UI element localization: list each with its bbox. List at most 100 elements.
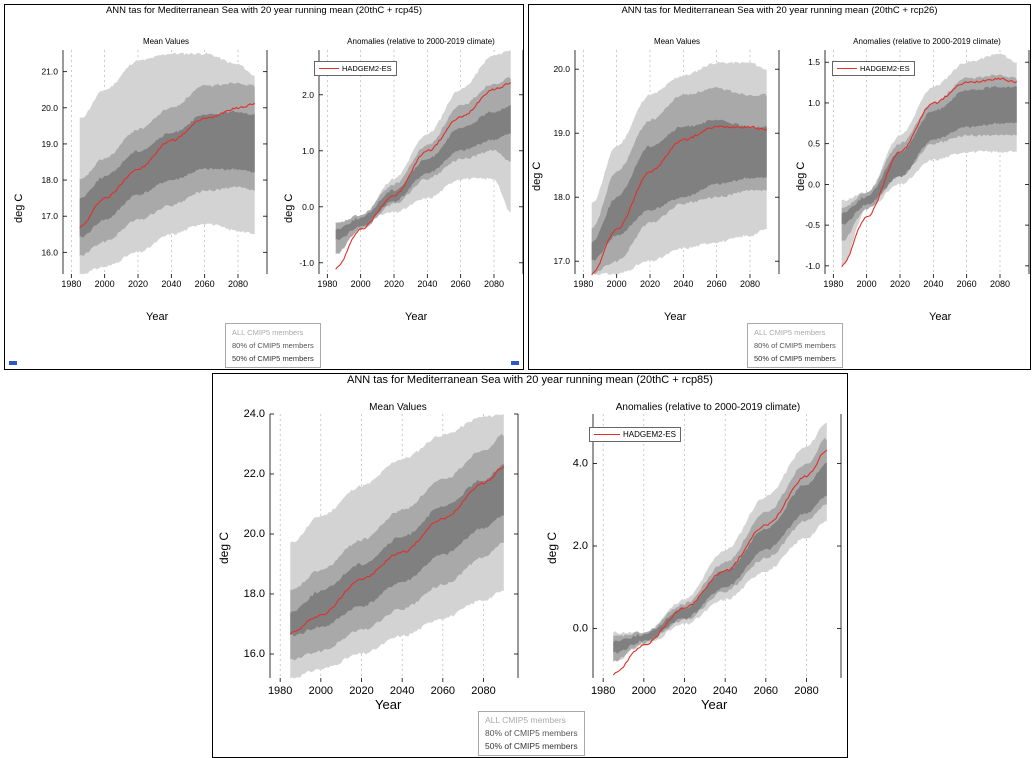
y-tick-label: 0.5 xyxy=(808,139,820,149)
x-tick-label: 1980 xyxy=(591,685,615,697)
chart-rcp85-anom: 0.0 2.0 4.0 1980 2000 2020 2040 2060 2080 xyxy=(573,414,842,697)
chart-rcp45-anom: -1.0 0.0 1.0 2.0 1980 2000 2020 2040 2060 2080 xyxy=(299,50,524,289)
xlabel: Year xyxy=(146,311,169,323)
x-tick-label: 1980 xyxy=(268,685,292,697)
model-name: HADGEM2-ES xyxy=(342,64,392,73)
x-tick-label: 2080 xyxy=(990,279,1010,289)
y-tick-label: 17.0 xyxy=(41,211,58,221)
series-line-hadgem2-es xyxy=(335,82,512,270)
chart-rcp85-mean: 16.0 18.0 20.0 22.0 24.0 1980 2000 2020 2040 2060… xyxy=(244,408,519,697)
legend-50: 50% of CMIP5 members xyxy=(754,354,836,363)
y-tick-label: 0.0 xyxy=(808,179,820,189)
x-tick-label: 2040 xyxy=(923,279,943,289)
band-all xyxy=(335,50,511,225)
model-name: HADGEM2-ES xyxy=(623,430,676,439)
legend-80: 80% of CMIP5 members xyxy=(232,341,314,350)
series-line-hadgem2-es xyxy=(612,449,828,676)
y-tick-label: 18.0 xyxy=(41,175,58,185)
band-all xyxy=(613,422,827,662)
y-tick-label: 19.0 xyxy=(41,139,58,149)
xlabel: Year xyxy=(664,311,687,323)
anom-subtitle: Anomalies (relative to 2000-2019 climate… xyxy=(853,37,1001,46)
ylabel: deg C xyxy=(283,193,295,223)
mean-subtitle: Mean Values xyxy=(369,402,427,413)
x-tick-label: 1980 xyxy=(823,279,843,289)
x-tick-label: 2080 xyxy=(484,279,504,289)
y-tick-label: 1.0 xyxy=(808,98,820,108)
xlabel: Year xyxy=(929,311,952,323)
ylabel: deg C xyxy=(531,161,543,191)
x-tick-label: 2000 xyxy=(351,279,371,289)
mean-subtitle: Mean Values xyxy=(653,37,701,46)
y-tick-label: 4.0 xyxy=(573,458,588,470)
y-tick-label: 16.0 xyxy=(244,648,265,660)
model-swatch xyxy=(319,68,339,69)
y-tick-label: 20.0 xyxy=(244,528,265,540)
legend-all: ALL CMIP5 members xyxy=(232,328,304,337)
x-tick-label: 2060 xyxy=(957,279,977,289)
legend-all: ALL CMIP5 members xyxy=(485,715,566,725)
y-tick-label: -0.5 xyxy=(805,220,820,230)
legend-50: 50% of CMIP5 members xyxy=(485,741,578,751)
panel-title: ANN tas for Mediterranean Sea with 20 ye… xyxy=(347,374,713,386)
panel-rcp45: ANN tas for Mediterranean Sea with 20 ye… xyxy=(4,4,524,370)
y-tick-label: 20.0 xyxy=(41,103,58,113)
ylabel: deg C xyxy=(795,161,807,191)
x-tick-label: 2040 xyxy=(161,279,181,289)
ensemble-legend: ALL CMIP5 members 80% of CMIP5 members 5… xyxy=(225,323,321,368)
y-tick-label: 2.0 xyxy=(302,90,314,100)
x-tick-label: 1980 xyxy=(61,279,81,289)
y-tick-label: -1.0 xyxy=(805,261,820,271)
series-line-hadgem2-es xyxy=(591,125,768,276)
x-tick-label: 2040 xyxy=(417,279,437,289)
x-tick-label: 2000 xyxy=(632,685,656,697)
x-tick-label: 2020 xyxy=(349,685,373,697)
panel-title: ANN tas for Mediterranean Sea with 20 ye… xyxy=(621,5,938,16)
x-tick-label: 2000 xyxy=(309,685,333,697)
x-tick-label: 2020 xyxy=(640,279,660,289)
model-name: HADGEM2-ES xyxy=(860,64,910,73)
panel-title: ANN tas for Mediterranean Sea with 20 ye… xyxy=(105,5,423,16)
chart-rcp45-mean: 16.0 17.0 18.0 19.0 20.0 21.0 1980 2000 2020 2040… xyxy=(41,50,268,289)
x-tick-label: 2080 xyxy=(228,279,248,289)
x-tick-label: 1980 xyxy=(573,279,593,289)
ensemble-legend: ALL CMIP5 members 80% of CMIP5 members 5… xyxy=(478,711,585,756)
x-tick-label: 2040 xyxy=(673,279,693,289)
chart-rcp26-mean: 17.0 18.0 19.0 20.0 1980 2000 2020 2040 2060 2080 xyxy=(553,50,780,289)
x-tick-label: 2020 xyxy=(890,279,910,289)
y-tick-label: 22.0 xyxy=(244,468,265,480)
xlabel: Year xyxy=(405,311,428,323)
anom-subtitle: Anomalies (relative to 2000-2019 climate… xyxy=(347,37,495,46)
x-tick-label: 2020 xyxy=(672,685,696,697)
y-tick-label: 19.0 xyxy=(553,128,570,138)
ylabel: deg C xyxy=(545,531,559,564)
x-tick-label: 2000 xyxy=(607,279,627,289)
y-tick-label: 17.0 xyxy=(553,256,570,266)
x-tick-label: 2080 xyxy=(740,279,760,289)
legend-80: 80% of CMIP5 members xyxy=(754,341,836,350)
series-line-hadgem2-es xyxy=(841,77,1017,268)
x-tick-label: 2040 xyxy=(390,685,414,697)
band-50pct xyxy=(79,110,255,238)
y-tick-label: 18.0 xyxy=(553,192,570,202)
x-tick-label: 2060 xyxy=(451,279,471,289)
x-tick-label: 1980 xyxy=(317,279,337,289)
ylabel: deg C xyxy=(13,193,25,223)
chart-rcp26-anom: -1.0 -0.5 0.0 0.5 1.0 1.5 1980 2000 2020 2040 2060… xyxy=(805,50,1030,289)
panel-rcp26: ANN tas for Mediterranean Sea with 20 ye… xyxy=(528,4,1031,370)
band-50pct xyxy=(335,105,511,241)
x-tick-label: 2000 xyxy=(857,279,877,289)
series-line-hadgem2-es xyxy=(289,466,505,635)
xlabel: Year xyxy=(701,697,728,712)
x-tick-label: 2060 xyxy=(754,685,778,697)
x-tick-label: 2060 xyxy=(195,279,215,289)
band-50pct xyxy=(591,119,767,261)
y-tick-label: 1.0 xyxy=(302,146,314,156)
y-tick-label: 0.0 xyxy=(573,623,588,635)
logo-mark xyxy=(9,361,17,365)
x-tick-label: 2020 xyxy=(128,279,148,289)
y-tick-label: 24.0 xyxy=(244,408,265,420)
x-tick-label: 2080 xyxy=(471,685,495,697)
xlabel: Year xyxy=(375,697,402,712)
y-tick-label: 16.0 xyxy=(41,247,58,257)
